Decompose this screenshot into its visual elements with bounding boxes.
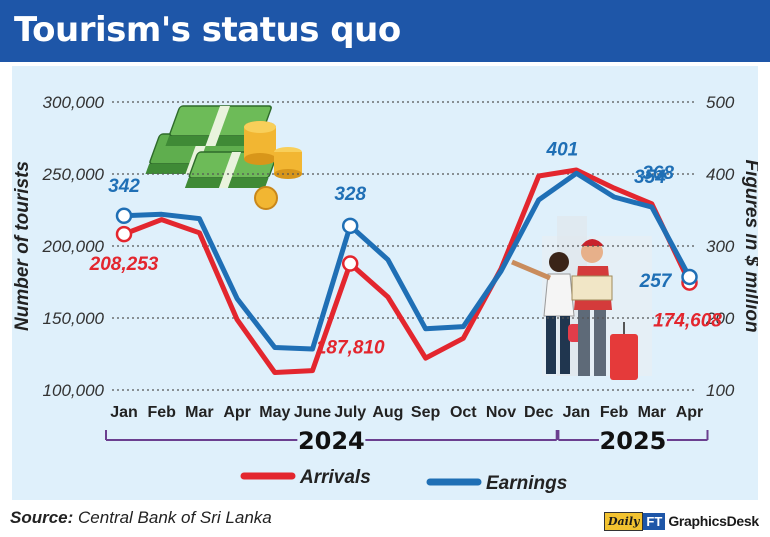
graphicsdesk-label: GraphicsDesk	[668, 513, 759, 529]
y-right-tick-label: 200	[705, 309, 735, 328]
data-point-marker	[115, 225, 133, 243]
x-tick-label: Sep	[411, 404, 441, 421]
data-label: 187,810	[316, 338, 385, 359]
x-tick-label: Mar	[185, 404, 213, 421]
y-right-tick-label: 100	[706, 381, 735, 400]
header-bar: Tourism's status quo	[0, 0, 770, 62]
series-line-arrivals	[121, 167, 692, 375]
data-point-marker	[681, 268, 698, 286]
year-label: 2024	[298, 427, 365, 455]
source-label: Source:	[10, 508, 74, 527]
x-tick-label: May	[259, 404, 290, 421]
y-right-tick-label: 500	[706, 93, 735, 112]
y-right-axis-label: Figures in $ million	[741, 159, 758, 332]
x-tick-label: Dec	[524, 404, 553, 421]
y-left-tick-label: 100,000	[43, 381, 105, 400]
year-label: 2025	[600, 427, 667, 455]
series-line-earnings	[121, 170, 692, 352]
data-label: 328	[334, 184, 366, 205]
daily-ft-logo: Daily	[604, 511, 644, 531]
x-tick-label: Feb	[147, 404, 176, 421]
legend-label: Arrivals	[299, 467, 371, 488]
source-note: Source: Central Bank of Sri Lanka	[10, 508, 272, 528]
ft-logo: FT	[643, 512, 666, 530]
tourists-illustration	[511, 216, 652, 380]
y-left-tick-label: 150,000	[43, 309, 105, 328]
source-text: Central Bank of Sri Lanka	[78, 508, 272, 527]
y-left-tick-label: 300,000	[43, 93, 105, 112]
x-tick-label: Apr	[223, 404, 251, 421]
y-right-tick-label: 400	[706, 165, 735, 184]
money-stack-icon	[145, 105, 302, 210]
data-label: 174,608	[653, 311, 722, 332]
data-label: 208,253	[89, 254, 159, 275]
data-point-marker	[341, 217, 359, 235]
y-left-axis-label: Number of tourists	[12, 161, 33, 331]
x-tick-label: Jan	[563, 404, 591, 421]
data-point-marker	[115, 207, 133, 225]
chart-panel: 100,000 100 150,000 200 200,000 300 250,000 400…	[12, 66, 758, 500]
data-label: 354	[634, 167, 666, 188]
x-tick-label: Nov	[486, 404, 516, 421]
y-left-tick-label: 200,000	[42, 237, 105, 256]
x-tick-label: Aug	[372, 404, 403, 421]
x-tick-label: Jan	[110, 404, 138, 421]
data-point-marker	[341, 255, 359, 272]
y-left-tick-label: 250,000	[42, 165, 105, 184]
data-label: 368	[642, 163, 674, 184]
data-label: 401	[546, 139, 579, 160]
data-label: 257	[639, 271, 673, 292]
x-tick-label: Feb	[600, 404, 629, 421]
data-label: 342	[108, 176, 140, 197]
chart-title: Tourism's status quo	[14, 10, 401, 50]
x-tick-label: Oct	[450, 404, 477, 421]
x-tick-label: June	[294, 404, 331, 421]
x-tick-label: Apr	[676, 404, 704, 421]
brand-logo: Daily FT GraphicsDesk	[604, 510, 759, 532]
legend-label: Earnings	[486, 473, 567, 494]
x-tick-label: July	[334, 404, 366, 421]
line-chart: 100,000 100 150,000 200 200,000 300 250,000 400…	[12, 93, 758, 494]
y-right-tick-label: 300	[706, 237, 735, 256]
x-tick-label: Mar	[638, 404, 666, 421]
